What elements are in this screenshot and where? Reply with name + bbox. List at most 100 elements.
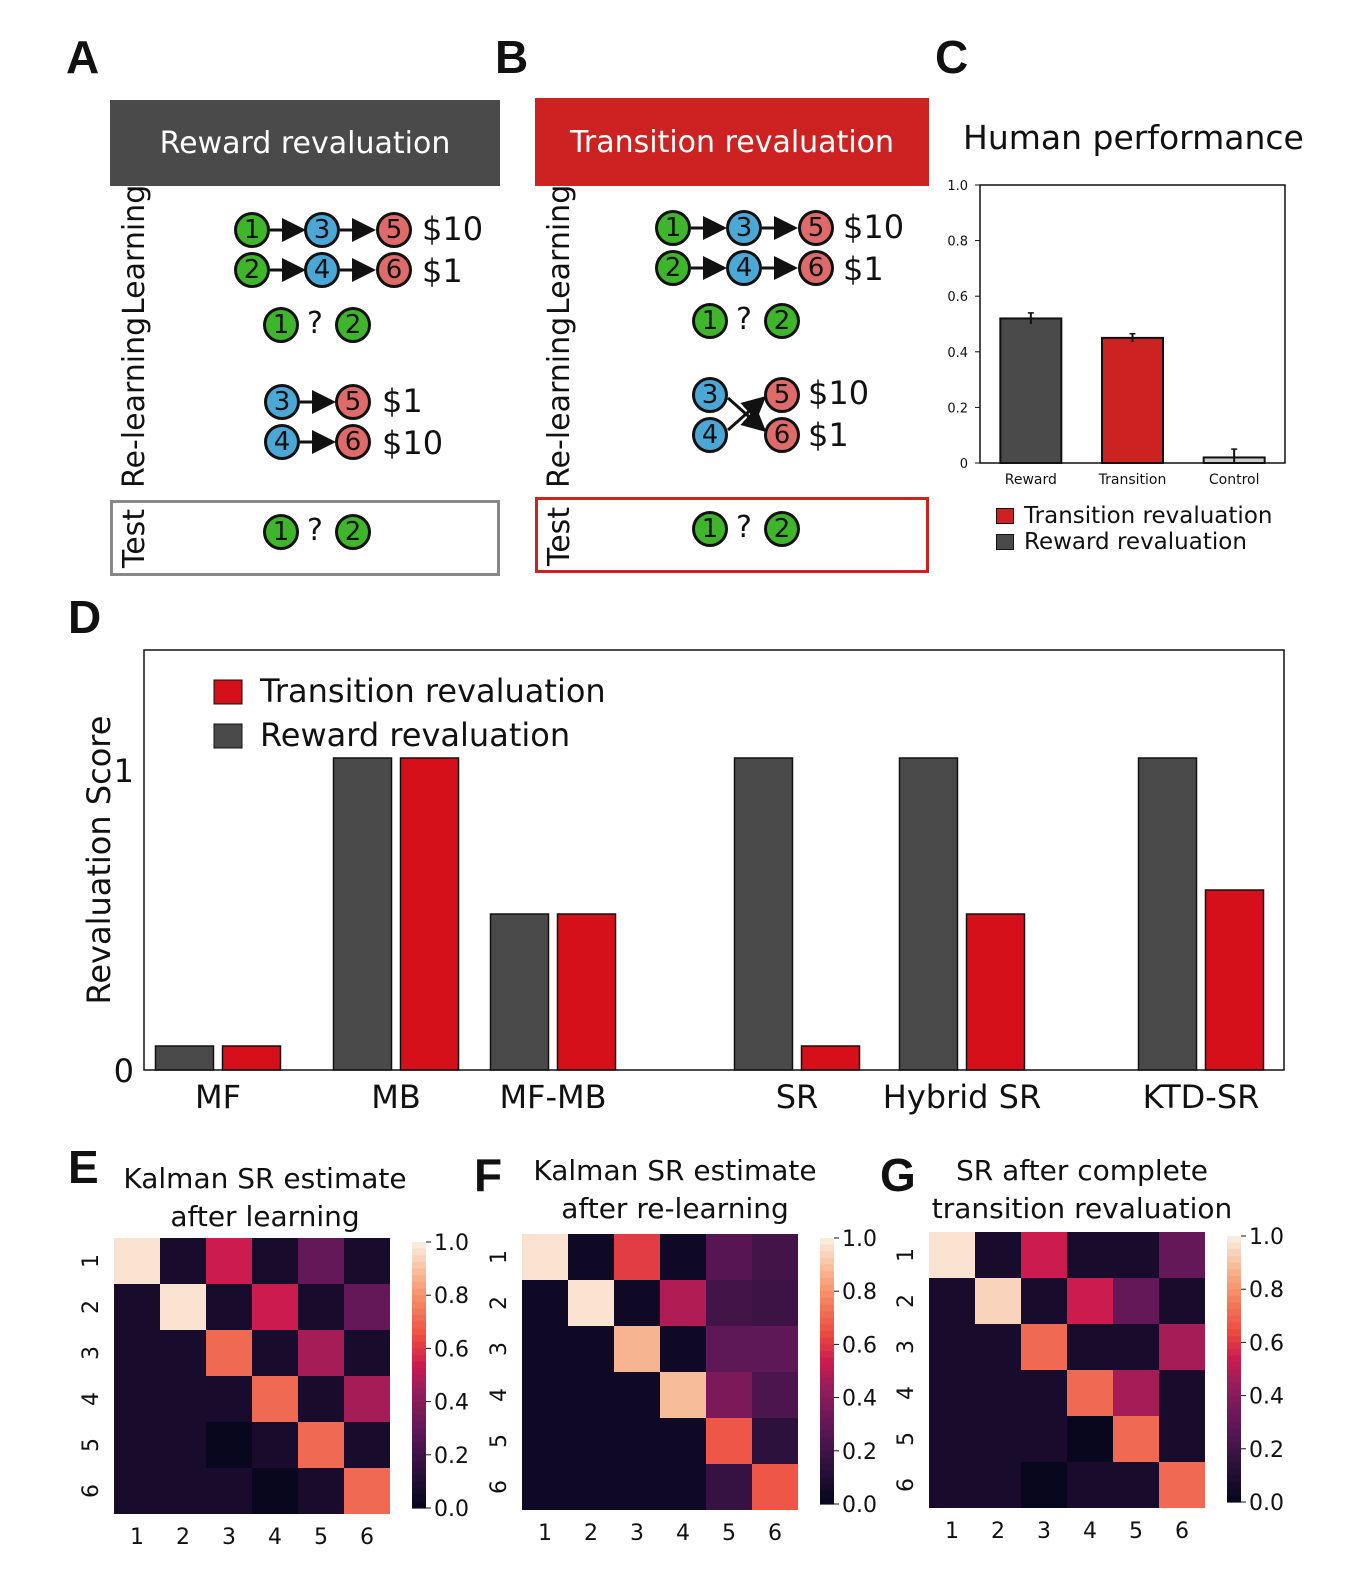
state-node: 2 [335, 514, 371, 550]
y-tick-label: 1 [894, 1248, 919, 1262]
colorbar-segment [820, 1257, 834, 1266]
colorbar-segment [412, 1242, 426, 1250]
colorbar-segment [1227, 1349, 1241, 1357]
heatmap-cell [1067, 1232, 1113, 1278]
heatmap-title: Kalman SR estimate after re-learning [515, 1152, 835, 1228]
test-box [535, 497, 929, 573]
legend-item: Transition revaluation [996, 503, 1272, 529]
colorbar-segment [820, 1464, 834, 1472]
colorbar-segment [820, 1357, 834, 1365]
panel-label-g: G [880, 1149, 916, 1201]
reward-label: $10 [843, 208, 905, 246]
colorbar-tick-label: 0.0 [434, 1497, 469, 1522]
colorbar-segment [412, 1494, 426, 1502]
panel-label-f: F [474, 1149, 503, 1201]
x-tick-label: 3 [630, 1521, 644, 1546]
heatmap-cell [206, 1238, 252, 1284]
colorbar-segment [820, 1404, 834, 1412]
heatmap-cell [298, 1468, 344, 1514]
heatmap-cell [1113, 1232, 1159, 1278]
colorbar-tick-label: 0.6 [434, 1337, 469, 1362]
colorbar-segment [820, 1384, 834, 1392]
colorbar-segment [412, 1255, 426, 1263]
y-tick-label: 3 [894, 1340, 919, 1354]
colorbar-tick-label: 0.6 [1249, 1331, 1284, 1356]
heatmap-g: 1 1 2 2 3 3 4 4 5 5 6 6 1.0 0.8 0.6 0.4 0.2 0.0 [894, 1225, 1284, 1544]
x-tick-label: 6 [1175, 1519, 1189, 1544]
heatmap-cell [614, 1326, 660, 1372]
heatmap-cell [706, 1464, 752, 1510]
colorbar-tick-label: 0.4 [842, 1387, 877, 1412]
x-tick-label: 6 [768, 1521, 782, 1546]
colorbar-segment [412, 1408, 426, 1416]
heatmap-cell [252, 1330, 298, 1376]
colorbar-segment [820, 1344, 834, 1352]
heatmap-cell [1159, 1278, 1205, 1324]
colorbar-segment [820, 1417, 834, 1425]
y-tick-label: 6 [487, 1480, 512, 1494]
x-tick-label: 5 [722, 1521, 736, 1546]
bar [489, 913, 550, 1071]
heatmap-cell [975, 1370, 1021, 1416]
x-tick-label: 5 [1129, 1519, 1143, 1544]
x-tick-label: 2 [176, 1525, 190, 1550]
x-tick-label: 4 [1083, 1519, 1097, 1544]
heatmap-cell [298, 1284, 344, 1330]
colorbar-segment [412, 1301, 426, 1310]
x-tick-label: 1 [538, 1521, 552, 1546]
colorbar-segment [820, 1497, 834, 1505]
colorbar-segment [412, 1295, 426, 1303]
heatmap-cell [160, 1284, 206, 1330]
colorbar-segment [412, 1394, 426, 1403]
heatmap-e: 1 1 2 2 3 3 4 4 5 5 6 6 1.0 0.8 0.6 0.4 0.2 0.0 [79, 1231, 469, 1550]
colorbar-segment [1227, 1375, 1241, 1383]
heatmap-cell [614, 1372, 660, 1418]
heatmap-cell [522, 1280, 568, 1326]
bar [1137, 757, 1198, 1071]
x-tick-label: 2 [584, 1521, 598, 1546]
y-tick-label: 0.6 [947, 290, 968, 305]
colorbar-segment [1227, 1295, 1241, 1304]
colorbar-segment [1227, 1488, 1241, 1496]
colorbar-segment [820, 1251, 834, 1259]
heatmap-cell [252, 1376, 298, 1422]
reward-label: $1 [808, 416, 849, 454]
heatmap-cell [660, 1418, 706, 1464]
panel-label-d: D [68, 591, 102, 643]
colorbar-segment [820, 1264, 834, 1272]
colorbar-segment [412, 1355, 426, 1363]
colorbar-tick-label: 0.4 [434, 1391, 469, 1416]
legend-label: Reward revaluation [260, 716, 570, 754]
heatmap-cell [1159, 1232, 1205, 1278]
state-node: 2 [655, 250, 691, 286]
colorbar-segment [1227, 1448, 1241, 1457]
panel-a-arrows [270, 218, 376, 454]
colorbar-segment [1227, 1289, 1241, 1297]
colorbar-segment [1227, 1282, 1241, 1290]
colorbar-segment [1227, 1242, 1241, 1250]
x-tick-label: 1 [945, 1519, 959, 1544]
bar [399, 757, 460, 1071]
state-node: 4 [304, 252, 340, 288]
colorbar-segment [412, 1414, 426, 1423]
heatmap-cell [752, 1372, 798, 1418]
colorbar-segment [412, 1481, 426, 1489]
panel-label-b: B [495, 31, 529, 83]
colorbar-segment [1227, 1435, 1241, 1443]
heatmap-cell [752, 1418, 798, 1464]
heatmap-cell [1159, 1462, 1205, 1508]
heatmap-cell [206, 1468, 252, 1514]
colorbar-tick-label: 0.8 [1249, 1278, 1284, 1303]
y-tick-label: 5 [894, 1432, 919, 1446]
heatmap-cell [975, 1278, 1021, 1324]
heatmap-cell [344, 1238, 390, 1284]
state-node: 5 [335, 384, 371, 420]
heatmap-cell [298, 1238, 344, 1284]
legend-label: Transition revaluation [259, 672, 606, 710]
colorbar-segment [820, 1317, 834, 1326]
plot-frame [143, 649, 1285, 1071]
state-node: 2 [764, 511, 800, 547]
x-tick-label: 3 [222, 1525, 236, 1550]
heatmap-cell [160, 1330, 206, 1376]
heatmap-cell [752, 1234, 798, 1280]
